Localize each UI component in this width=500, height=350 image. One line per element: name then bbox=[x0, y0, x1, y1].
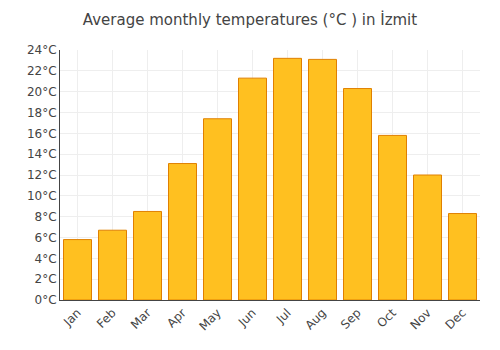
svg-text:18°C: 18°C bbox=[27, 106, 57, 120]
svg-text:Sep: Sep bbox=[338, 306, 364, 332]
svg-text:10°C: 10°C bbox=[27, 189, 57, 203]
svg-text:Average monthly temperatures (: Average monthly temperatures (°C ) in İz… bbox=[83, 10, 417, 29]
svg-text:Nov: Nov bbox=[407, 306, 433, 332]
svg-text:8°C: 8°C bbox=[35, 210, 57, 224]
svg-text:12°C: 12°C bbox=[27, 168, 57, 182]
svg-text:22°C: 22°C bbox=[27, 64, 57, 78]
svg-text:14°C: 14°C bbox=[27, 147, 57, 161]
svg-text:May: May bbox=[196, 306, 223, 333]
svg-text:Jun: Jun bbox=[235, 306, 259, 330]
svg-text:Mar: Mar bbox=[128, 306, 154, 332]
svg-text:16°C: 16°C bbox=[27, 127, 57, 141]
svg-text:Dec: Dec bbox=[443, 306, 469, 332]
svg-text:6°C: 6°C bbox=[35, 231, 57, 245]
svg-text:24°C: 24°C bbox=[27, 43, 57, 57]
svg-text:Apr: Apr bbox=[164, 306, 189, 331]
svg-text:Aug: Aug bbox=[302, 306, 328, 332]
svg-text:Feb: Feb bbox=[94, 306, 119, 331]
svg-text:Jul: Jul bbox=[273, 306, 294, 327]
svg-text:Jan: Jan bbox=[60, 306, 84, 330]
svg-text:20°C: 20°C bbox=[27, 85, 57, 99]
svg-text:4°C: 4°C bbox=[35, 252, 57, 266]
svg-text:Oct: Oct bbox=[374, 306, 399, 331]
svg-text:2°C: 2°C bbox=[35, 272, 57, 286]
svg-text:0°C: 0°C bbox=[35, 293, 57, 307]
